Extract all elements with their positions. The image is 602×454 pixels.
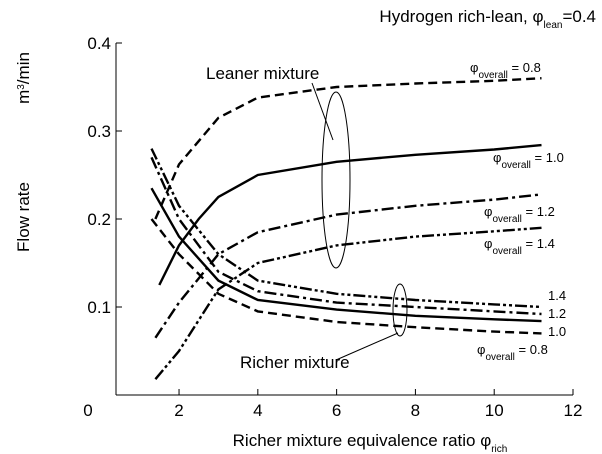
series-label-part: overall <box>492 214 521 225</box>
series-label-part: φ <box>484 236 492 251</box>
series-label-part: overall <box>492 246 521 257</box>
series-line <box>150 156 542 316</box>
x-tick-label: 4 <box>253 401 262 420</box>
series-line <box>150 187 542 323</box>
x-tick-label: 12 <box>564 401 583 420</box>
x-tick-label: 6 <box>332 401 341 420</box>
chart-title-part: Hydrogen rich-lean, φ <box>379 7 543 26</box>
series-label: φoverall = 1.4 <box>484 236 555 257</box>
series-label-part: φ <box>493 150 501 165</box>
chart-title: Hydrogen rich-lean, φlean=0.4 <box>379 7 596 31</box>
y-tick-label: 0.4 <box>87 34 111 53</box>
x-tick-label: 8 <box>411 401 420 420</box>
series-line <box>150 218 542 335</box>
series-label: φoverall = 0.8 <box>477 342 548 363</box>
series-label-part: = 1.2 <box>522 204 555 219</box>
leaner-pointer <box>311 82 334 141</box>
chart-title-part: lean <box>544 20 563 31</box>
series-label: 1.2 <box>548 306 566 321</box>
series-label-part: overall <box>478 70 507 81</box>
series-label-part: φ <box>477 342 485 357</box>
x-tick-label: 2 <box>174 401 183 420</box>
series-line <box>150 148 542 309</box>
x-axis-label-part: Richer mixture equivalence ratio φ <box>233 431 492 450</box>
series-line <box>154 77 542 220</box>
series-line <box>154 226 542 380</box>
richer-pointer <box>335 332 399 361</box>
series-label-part: = 1.0 <box>531 150 564 165</box>
chart-title-part: =0.4 <box>562 7 596 26</box>
series-label: φoverall = 0.8 <box>470 60 541 81</box>
richer-ellipse <box>392 283 408 337</box>
y-unit-part: 3 <box>16 84 27 90</box>
y-tick-label: 0.2 <box>87 210 111 229</box>
series-label-part: 1.2 <box>548 306 566 321</box>
series-label-part: overall <box>501 160 530 171</box>
series-label: φoverall = 1.0 <box>493 150 564 171</box>
series-label-part: overall <box>485 352 514 363</box>
annotation: Leaner mixture <box>206 64 319 83</box>
series-label-part: φ <box>484 204 492 219</box>
series-label-part: = 0.8 <box>508 60 541 75</box>
series-label-part: = 1.4 <box>522 236 555 251</box>
y-axis-label: Flow rate <box>14 182 33 252</box>
origin-label: 0 <box>83 401 92 420</box>
y-tick-label: 0.3 <box>87 122 111 141</box>
y-unit-part: /min <box>14 52 33 84</box>
annotation-shapes <box>311 82 408 361</box>
series-line <box>158 143 542 286</box>
annotation: Richer mixture <box>240 353 350 372</box>
series-label-part: = 0.8 <box>515 342 548 357</box>
x-axis-label: Richer mixture equivalence ratio φrich <box>233 431 508 454</box>
series-label: 1.0 <box>548 324 566 339</box>
y-tick-label: 0.1 <box>87 298 111 317</box>
x-axis-label-part: rich <box>491 444 507 454</box>
series-label: 1.4 <box>548 288 566 303</box>
leaner-ellipse <box>321 91 351 269</box>
y-unit-part: m <box>14 90 33 104</box>
series-line <box>154 193 542 339</box>
series-label-part: 1.0 <box>548 324 566 339</box>
x-tick-label: 10 <box>485 401 504 420</box>
y-unit: m3/min <box>14 52 33 104</box>
series-label-part: φ <box>470 60 478 75</box>
series-label-part: 1.4 <box>548 288 566 303</box>
series-label: φoverall = 1.2 <box>484 204 555 225</box>
